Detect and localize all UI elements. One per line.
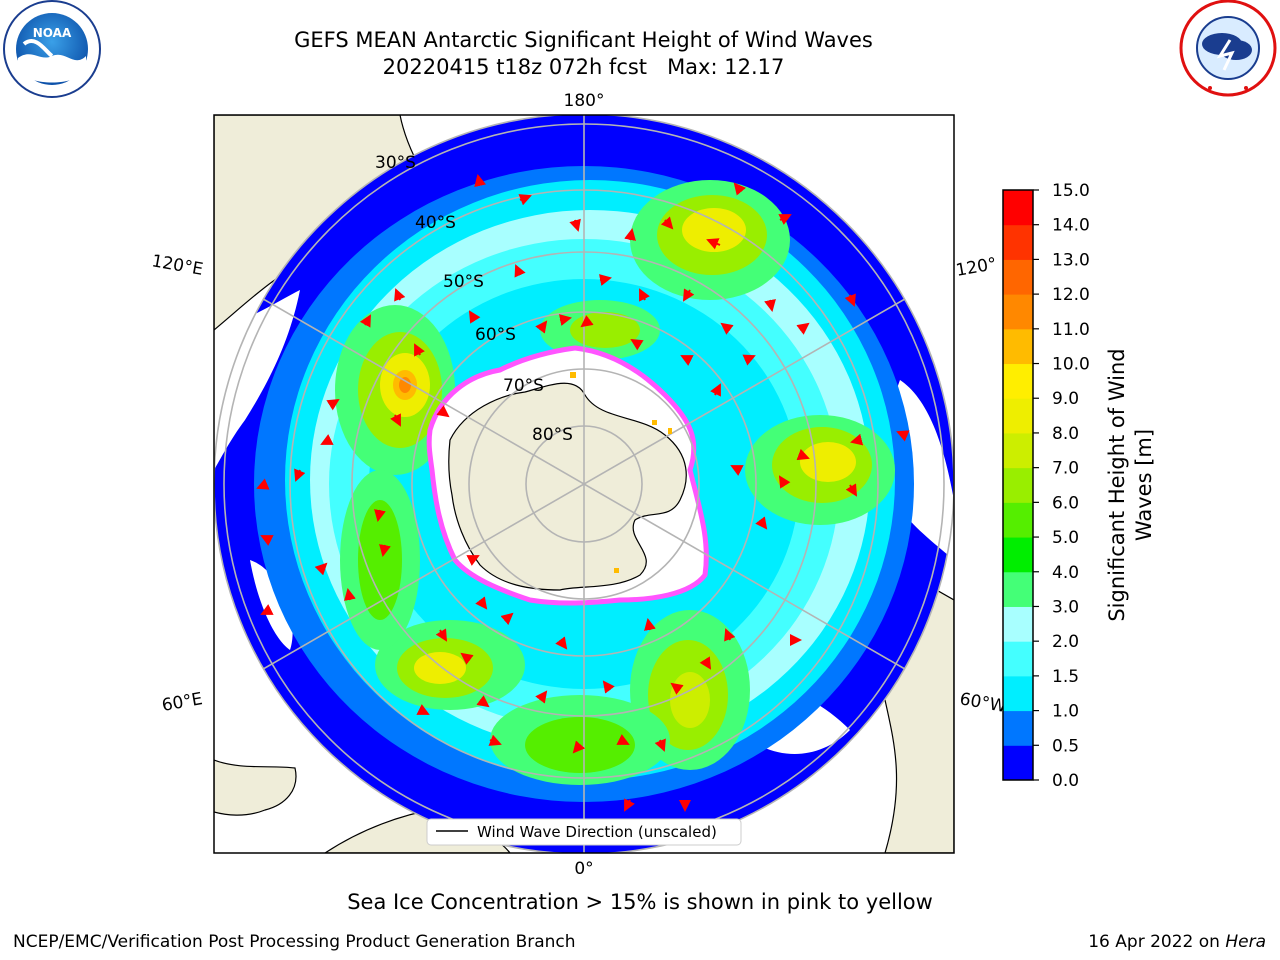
colorbar-swatch [1003,294,1033,330]
colorbar-tick-label: 6.0 [1052,493,1079,513]
colorbar-swatch [1003,537,1033,573]
colorbar-label-line2: Waves [m] [1132,429,1156,541]
lat-label-70s: 70°S [503,376,544,396]
colorbar-tick-label: 5.0 [1052,528,1079,548]
colorbar-swatch [1003,328,1033,365]
colorbar-swatch [1003,710,1033,746]
colorbar-border [1002,189,1034,781]
lat-label-80s: 80°S [532,425,573,445]
colorbar-tick-label: 7.0 [1052,459,1079,479]
colorbar-tick-label: 13.0 [1052,250,1090,270]
colorbar-swatch [1003,398,1033,434]
lon-label-60w: 60°W [958,689,1008,717]
lon-label-60e: 60°E [160,689,204,716]
colorbar-swatch [1003,224,1033,260]
map-frame [213,114,955,854]
colorbar-tick-label: 1.0 [1052,702,1079,722]
nws-logo [1179,0,1277,97]
lat-label-60s: 60°S [475,325,516,345]
colorbar-tick-label: 4.0 [1052,563,1079,583]
lat-label-40s: 40°S [415,213,456,233]
colorbar-tick-label: 1.5 [1052,667,1079,687]
lon-label-0: 0° [574,859,593,879]
lon-label-120w: 120° [954,254,998,281]
colorbar-swatch [1003,259,1033,295]
colorbar-tick-label: 9.0 [1052,389,1079,409]
footer-date-text: 16 Apr 2022 on [1088,932,1226,952]
wave-direction-arrows [256,174,910,812]
noaa-logo-text: NOAA [33,26,72,40]
lon-label-120e: 120°E [150,251,204,280]
footer-date: 16 Apr 2022 on Hera [1088,932,1266,952]
map-legend: Wind Wave Direction (unscaled) [426,818,742,846]
colorbar-tick-label: 0.0 [1052,771,1079,791]
colorbar-tick-label: 12.0 [1052,285,1090,305]
colorbar-swatch [1003,675,1033,712]
colorbar-tick-label: 3.0 [1052,597,1079,617]
colorbar-swatch [1003,502,1033,538]
colorbar-swatch [1003,190,1033,226]
sea-ice-specks [570,372,672,573]
colorbar-swatch [1003,606,1033,642]
graticule [214,115,954,853]
colorbar: 0.0 0.5 1.0 1.5 2.0 3.0 4.0 5.0 6.0 7.0 8.0 9.0 10.0… [1002,181,1090,791]
lon-label-180: 180° [564,91,605,111]
sea-ice-note: Sea Ice Concentration > 15% is shown in … [347,890,933,914]
footer-credit: NCEP/EMC/Verification Post Processing Pr… [13,932,576,952]
colorbar-tick-label: 10.0 [1052,355,1090,375]
lat-label-50s: 50°S [443,272,484,292]
colorbar-tick-label: 11.0 [1052,320,1090,340]
colorbar-tick-label: 8.0 [1052,424,1079,444]
colorbar-tick-label: 0.5 [1052,736,1079,756]
colorbar-swatch [1003,432,1033,469]
noaa-logo: NOAA [3,0,101,98]
colorbar-tick-label: 14.0 [1052,216,1090,236]
colorbar-tick-label: 2.0 [1052,632,1079,652]
chart-title: GEFS MEAN Antarctic Significant Height o… [294,28,873,52]
legend-label: Wind Wave Direction (unscaled) [477,823,717,841]
colorbar-swatch [1003,467,1033,503]
colorbar-swatch [1003,571,1033,607]
chart-subtitle: 20220415 t18z 072h fcst Max: 12.17 [382,55,785,79]
colorbar-swatch [1003,641,1033,677]
colorbar-swatch [1003,745,1033,781]
lat-label-30s: 30°S [375,153,416,173]
colorbar-tick-label: 15.0 [1052,181,1090,201]
footer-host: Hera [1225,932,1266,952]
colorbar-label-line1: Significant Height of Wind [1105,348,1129,621]
colorbar-swatch [1003,363,1033,399]
